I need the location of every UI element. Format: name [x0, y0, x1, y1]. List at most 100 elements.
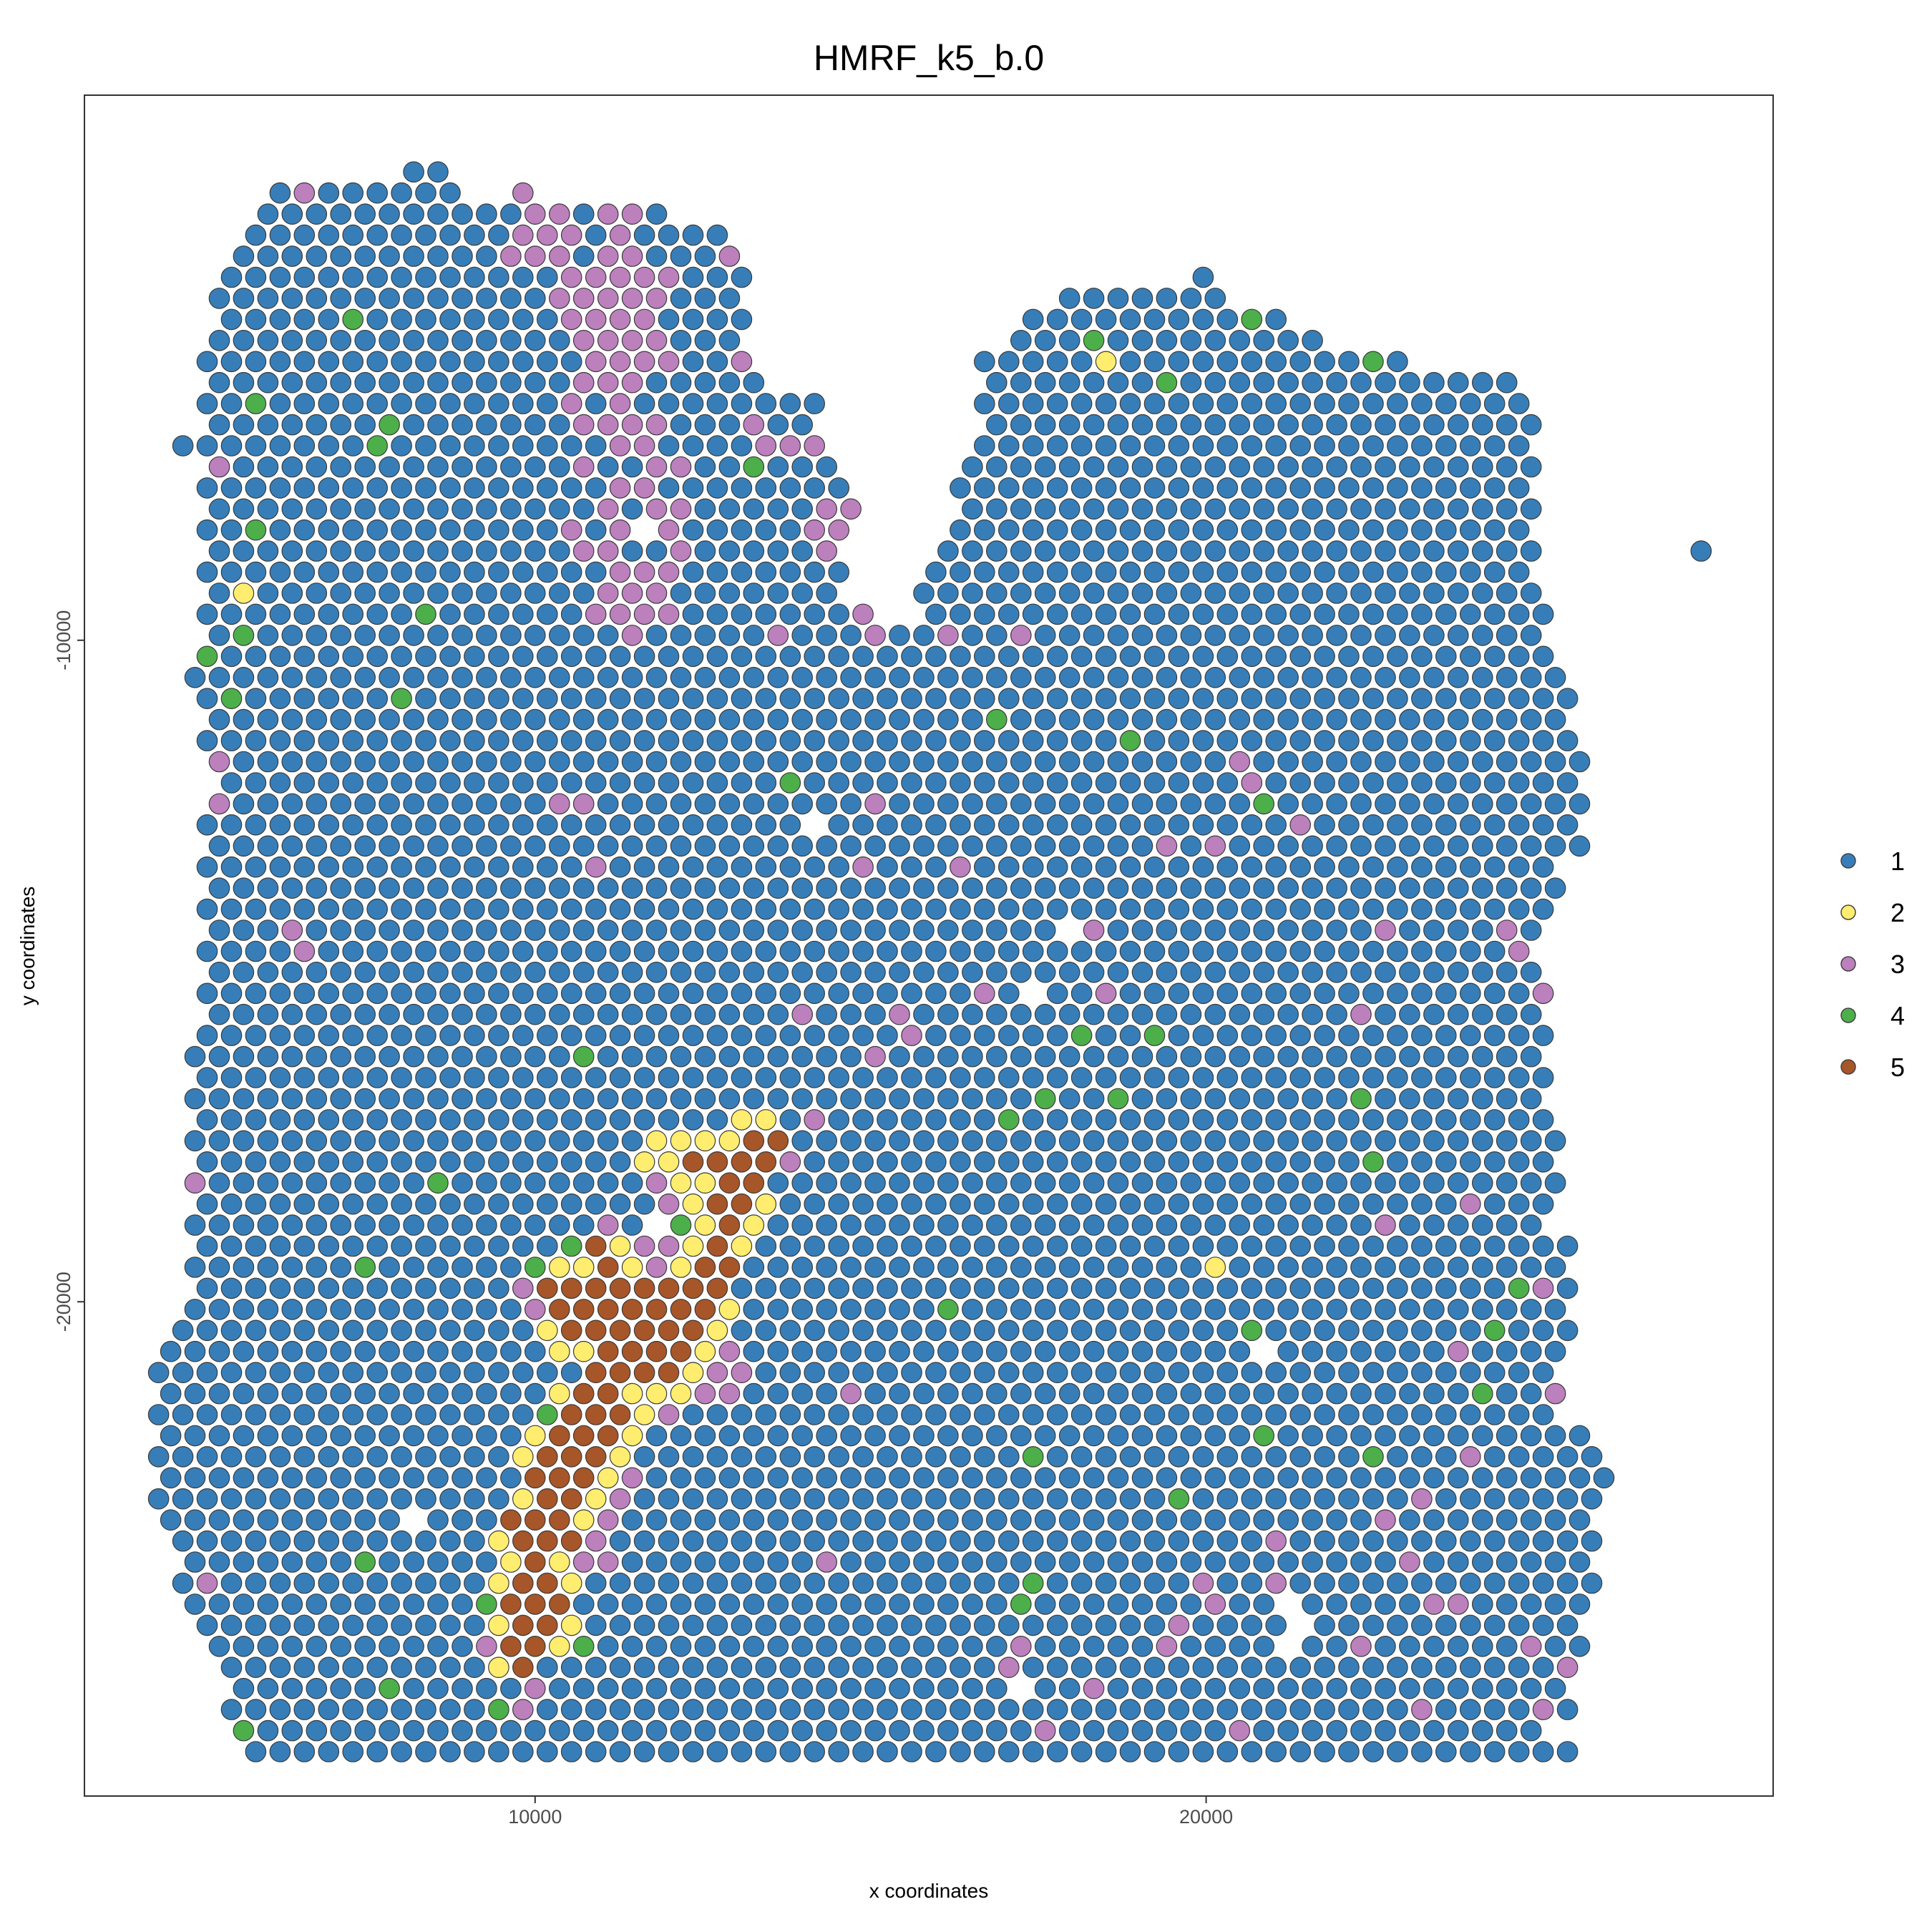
data-point-cluster-1 [1204, 456, 1226, 478]
data-point-cluster-1 [476, 877, 497, 899]
data-point-cluster-4 [1156, 371, 1178, 394]
data-point-cluster-1 [1399, 371, 1420, 394]
data-point-cluster-1 [548, 540, 570, 562]
data-point-cluster-3 [208, 456, 230, 478]
data-point-cluster-1 [330, 919, 351, 941]
data-point-cluster-1 [852, 772, 874, 794]
data-point-cluster-1 [488, 1151, 509, 1173]
data-point-cluster-1 [998, 1488, 1020, 1510]
data-point-cluster-1 [950, 982, 971, 1005]
data-point-cluster-1 [184, 1467, 206, 1489]
data-point-cluster-3 [1168, 1614, 1190, 1636]
data-point-cluster-1 [1022, 308, 1044, 331]
data-point-cluster-3 [597, 498, 619, 520]
data-point-cluster-1 [536, 898, 558, 920]
data-point-cluster-5 [706, 1277, 728, 1299]
data-point-cluster-1 [1095, 1319, 1117, 1342]
data-point-cluster-1 [512, 1109, 534, 1131]
data-point-cluster-1 [379, 1045, 400, 1068]
data-point-cluster-1 [208, 1299, 230, 1320]
data-point-cluster-1 [1350, 751, 1372, 773]
data-point-cluster-1 [1083, 793, 1105, 815]
data-point-cluster-1 [633, 1067, 655, 1088]
data-point-cluster-1 [184, 1340, 206, 1362]
data-point-cluster-1 [1119, 1741, 1141, 1762]
data-point-cluster-1 [1532, 1488, 1554, 1510]
data-point-cluster-1 [245, 645, 267, 668]
data-point-cluster-1 [1302, 1425, 1323, 1447]
data-point-cluster-1 [1472, 1299, 1493, 1320]
data-point-cluster-1 [1338, 351, 1360, 373]
data-point-cluster-1 [864, 1088, 886, 1110]
data-point-cluster-1 [476, 1509, 497, 1531]
data-point-cluster-1 [633, 224, 655, 246]
data-point-cluster-1 [1180, 498, 1202, 520]
data-point-cluster-1 [1326, 877, 1347, 899]
data-point-cluster-3 [560, 266, 582, 288]
data-point-cluster-1 [804, 1277, 825, 1299]
data-point-cluster-2 [500, 1551, 522, 1573]
data-point-cluster-1 [840, 877, 862, 899]
data-point-cluster-1 [925, 1362, 947, 1383]
data-point-cluster-1 [512, 1067, 534, 1088]
data-point-cluster-1 [1046, 1614, 1068, 1636]
data-point-cluster-1 [658, 856, 680, 878]
data-point-cluster-1 [609, 1151, 631, 1173]
data-point-cluster-1 [1302, 877, 1323, 899]
data-point-cluster-1 [1435, 1362, 1457, 1383]
data-point-cluster-1 [415, 1193, 436, 1215]
data-point-cluster-1 [767, 1719, 789, 1742]
data-point-cluster-1 [731, 982, 753, 1005]
data-point-cluster-1 [682, 266, 704, 288]
data-point-cluster-1 [1520, 1509, 1542, 1531]
data-point-cluster-1 [804, 982, 825, 1005]
data-point-cluster-2 [233, 582, 255, 604]
data-point-cluster-1 [621, 1045, 643, 1068]
data-point-cluster-1 [1180, 1467, 1202, 1489]
data-point-cluster-1 [536, 1235, 558, 1257]
data-point-cluster-1 [269, 940, 291, 962]
data-point-cluster-1 [208, 414, 230, 436]
data-point-cluster-1 [391, 1067, 412, 1088]
data-point-cluster-5 [560, 1404, 582, 1425]
data-point-cluster-1 [476, 371, 497, 394]
data-point-cluster-4 [536, 1404, 558, 1425]
data-point-cluster-1 [1229, 1509, 1251, 1531]
data-point-cluster-3 [633, 308, 655, 331]
data-point-cluster-1 [1241, 856, 1263, 878]
data-point-cluster-1 [160, 1425, 182, 1447]
data-point-cluster-1 [804, 561, 825, 583]
data-point-cluster-1 [1508, 814, 1530, 836]
data-point-cluster-1 [998, 1319, 1020, 1342]
data-point-cluster-1 [196, 1067, 218, 1088]
data-point-cluster-1 [1180, 1299, 1202, 1320]
data-point-cluster-1 [937, 1130, 959, 1152]
data-point-cluster-1 [500, 1340, 522, 1362]
data-point-cluster-1 [1119, 1362, 1141, 1383]
data-point-cluster-1 [415, 393, 436, 414]
data-point-cluster-1 [415, 1319, 436, 1342]
data-point-cluster-1 [1289, 1109, 1311, 1131]
data-point-cluster-1 [1326, 1467, 1347, 1489]
data-point-cluster-1 [1241, 898, 1263, 920]
data-point-cluster-1 [1277, 962, 1299, 983]
data-point-cluster-1 [233, 919, 255, 941]
data-point-cluster-1 [1022, 519, 1044, 541]
data-point-cluster-1 [1568, 1636, 1591, 1657]
data-point-cluster-1 [658, 1572, 680, 1594]
data-point-cluster-1 [658, 1614, 680, 1636]
data-point-cluster-1 [257, 793, 279, 815]
data-point-cluster-1 [1156, 919, 1178, 941]
data-point-cluster-1 [706, 1614, 728, 1636]
data-point-cluster-4 [560, 1235, 582, 1257]
data-point-cluster-1 [220, 1025, 243, 1046]
data-point-cluster-3 [670, 456, 692, 478]
data-point-cluster-1 [1289, 1362, 1311, 1383]
data-point-cluster-1 [220, 1277, 243, 1299]
data-point-cluster-1 [366, 1699, 388, 1720]
data-point-cluster-1 [1338, 435, 1360, 457]
data-point-cluster-1 [767, 1003, 789, 1025]
data-point-cluster-5 [524, 1636, 546, 1657]
data-point-cluster-1 [950, 1025, 971, 1046]
chart-title: HMRF_k5_b.0 [814, 38, 1044, 78]
